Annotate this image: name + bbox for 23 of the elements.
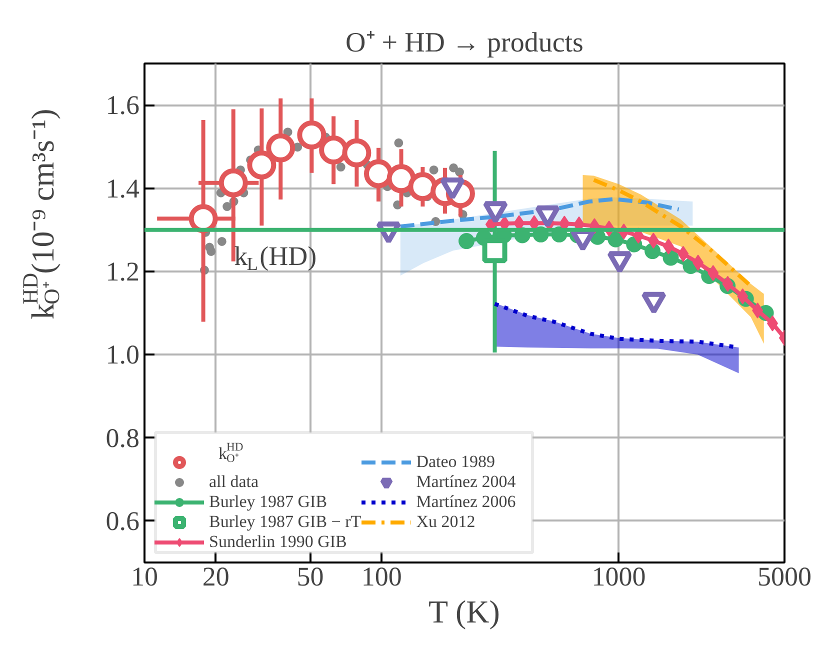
legend-label: Dateo 1989 (416, 452, 496, 472)
y-axis-title: kHDO⁺ (10⁻⁹ cm³s⁻¹) (18, 108, 64, 320)
x-axis-title: T (K) (428, 594, 500, 630)
legend-label: Burley 1987 GIB − rT (209, 512, 362, 532)
x-tick-label: 20 (202, 562, 230, 592)
legend-label: Burley 1987 GIB (209, 492, 328, 512)
x-tick-label: 100 (361, 562, 402, 592)
x-tick-label: 1000 (592, 562, 646, 592)
x-tick-label: 5000 (758, 562, 812, 592)
x-tick-label: 50 (296, 562, 324, 592)
y-tick-label: 1.4 (106, 173, 140, 204)
legend-label: all data (209, 472, 259, 492)
y-tick-label: 1.6 (106, 90, 140, 120)
legend-label: Martínez 2004 (416, 472, 516, 492)
legend-label: Xu 2012 (416, 512, 476, 532)
x-tick-label: 10 (131, 562, 158, 592)
y-tick-label: 1.0 (106, 340, 140, 370)
y-tick-label: 0.8 (106, 422, 140, 453)
y-tick-label: 0.6 (106, 506, 140, 536)
legend-label: Sunderlin 1990 GIB (209, 532, 347, 552)
chart-title: O⁺ + HD → products (346, 28, 584, 58)
y-tick-label: 1.2 (106, 256, 140, 286)
legend-label: Martínez 2006 (416, 492, 516, 512)
